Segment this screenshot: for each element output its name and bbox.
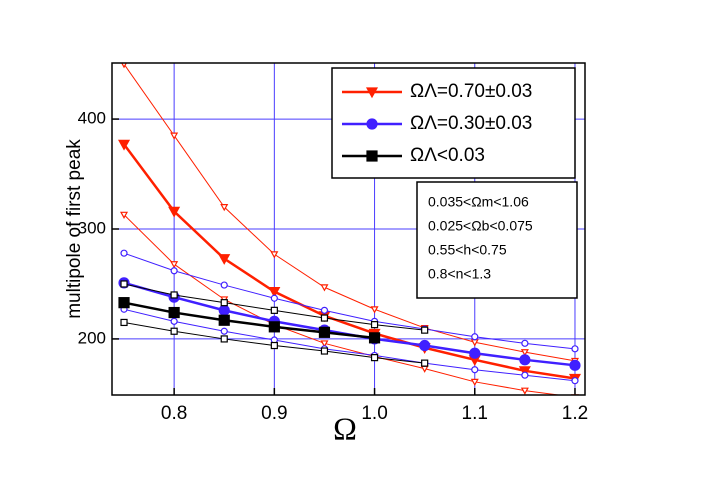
marker xyxy=(569,359,581,371)
marker xyxy=(220,281,228,289)
marker xyxy=(571,345,579,353)
marker xyxy=(518,366,531,378)
marker xyxy=(420,365,429,373)
marker xyxy=(118,297,130,309)
y-tick-label: 200 xyxy=(78,328,106,347)
marker xyxy=(320,340,329,348)
marker xyxy=(368,332,381,344)
marker xyxy=(365,87,379,99)
annotation: 0.025<Ωb<0.075 xyxy=(428,218,533,234)
marker xyxy=(520,387,529,395)
marker xyxy=(170,261,179,269)
marker xyxy=(270,294,278,302)
marker xyxy=(520,349,529,357)
marker xyxy=(218,254,231,265)
marker xyxy=(120,249,128,257)
marker xyxy=(170,267,178,275)
marker xyxy=(470,378,479,387)
marker xyxy=(218,314,230,326)
marker xyxy=(220,204,229,212)
series-line xyxy=(123,143,576,380)
marker xyxy=(366,118,378,130)
legend-label: ΩΛ<0.03 xyxy=(410,145,485,166)
annotation: 0.8<n<1.3 xyxy=(428,266,491,282)
marker xyxy=(521,371,529,379)
marker xyxy=(519,354,531,366)
series-line xyxy=(123,252,576,350)
series-line xyxy=(123,301,375,340)
legend-box xyxy=(331,67,576,179)
marker xyxy=(168,206,181,218)
marker xyxy=(471,366,479,374)
series-line xyxy=(123,63,576,362)
y-tick-label: 300 xyxy=(78,218,106,237)
y-axis-label: multipole of first peak xyxy=(64,139,85,319)
x-tick-label: 1.2 xyxy=(562,403,588,424)
marker xyxy=(218,304,230,316)
series-line xyxy=(123,214,563,395)
marker xyxy=(521,339,529,347)
marker xyxy=(318,326,331,338)
marker xyxy=(220,335,228,343)
marker xyxy=(268,321,280,333)
marker xyxy=(421,359,429,367)
marker xyxy=(270,341,278,350)
marker xyxy=(170,327,178,335)
x-tick-label: 0.8 xyxy=(161,403,187,424)
marker xyxy=(419,339,431,352)
marker xyxy=(470,339,479,347)
marker xyxy=(370,354,379,362)
marker xyxy=(168,306,180,319)
x-tick-label: 1.0 xyxy=(361,403,387,424)
marker xyxy=(120,280,128,288)
marker xyxy=(320,284,329,292)
marker xyxy=(469,347,481,359)
legend-label: ΩΛ=0.70±0.03 xyxy=(410,81,532,102)
series-line xyxy=(123,308,576,382)
legend-label: ΩΛ=0.30±0.03 xyxy=(410,113,532,134)
marker xyxy=(366,150,378,162)
marker xyxy=(270,306,278,314)
marker xyxy=(118,139,131,151)
annotation: 0.55<h<0.75 xyxy=(428,242,507,258)
plot-frame xyxy=(111,62,586,396)
plot-area xyxy=(118,63,581,395)
annotation-box xyxy=(416,181,578,299)
marker xyxy=(170,132,179,140)
x-tick-label: 1.1 xyxy=(462,403,488,424)
marker xyxy=(268,287,281,298)
marker xyxy=(320,347,329,355)
marker xyxy=(421,326,429,334)
marker xyxy=(170,291,178,299)
x-axis-label: Ω xyxy=(333,410,357,446)
marker xyxy=(571,377,579,385)
marker xyxy=(170,317,178,325)
marker xyxy=(121,63,127,69)
marker xyxy=(370,321,379,329)
marker xyxy=(220,327,228,335)
x-tick-label: 0.9 xyxy=(261,403,287,424)
y-tick-label: 400 xyxy=(78,109,106,128)
marker xyxy=(220,299,228,307)
marker xyxy=(320,306,329,314)
annotation: 0.035<Ωm<1.06 xyxy=(428,194,529,210)
marker xyxy=(120,211,129,219)
marker xyxy=(270,251,279,259)
marker xyxy=(320,314,329,322)
marker xyxy=(471,333,479,341)
marker xyxy=(120,318,128,327)
marker xyxy=(370,306,379,314)
